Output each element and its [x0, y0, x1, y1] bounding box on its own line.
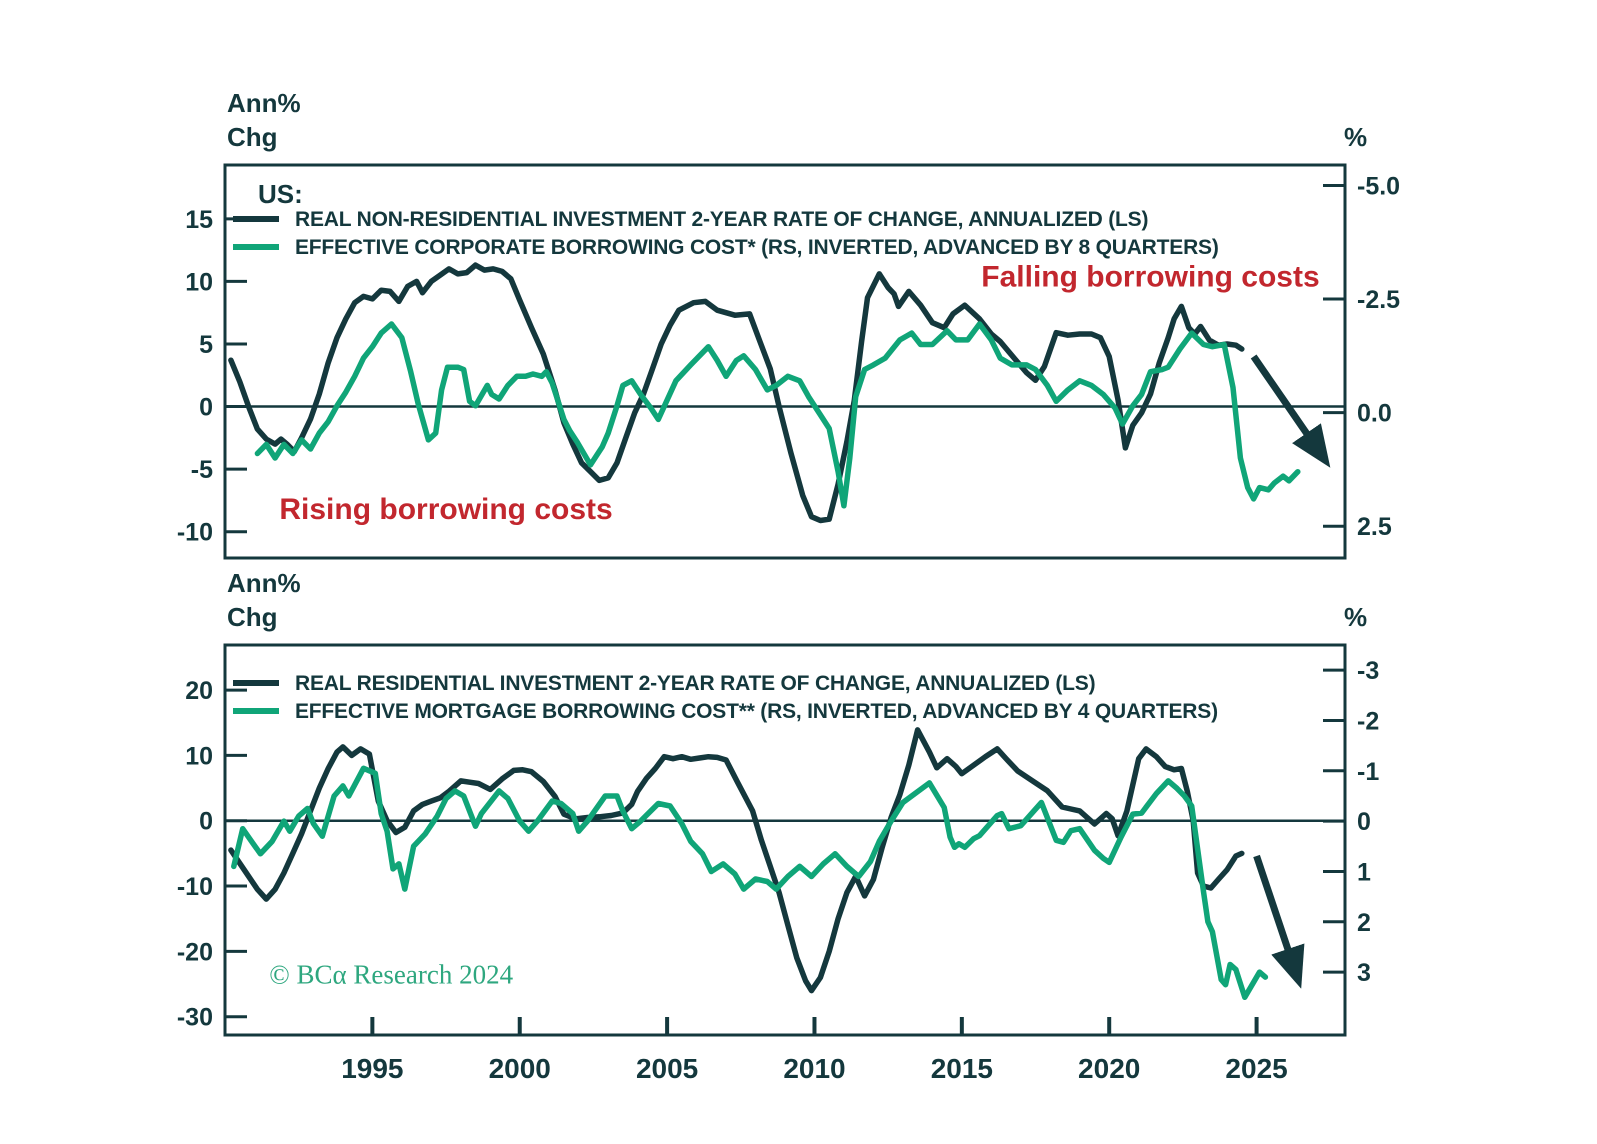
- top-panel-right-axis-unit-label: %: [1344, 122, 1368, 152]
- right-axis-tick-label: 2.5: [1357, 513, 1392, 541]
- legend-label-corporate-borrowing-cost: EFFECTIVE CORPORATE BORROWING COST* (RS,…: [295, 236, 1219, 259]
- series-line-mortgage-borrowing-cost: [231, 765, 1269, 1001]
- x-axis-year-label: 2020: [1078, 1053, 1140, 1084]
- panel-border: [223, 163, 1347, 560]
- left-axis-tick-label: -10: [177, 519, 213, 547]
- series-line-residential-investment: [228, 727, 1245, 994]
- right-axis-tick-label: 1: [1357, 858, 1371, 886]
- annotation-text: Rising borrowing costs: [279, 493, 612, 526]
- left-axis-tick-label: 10: [185, 268, 213, 296]
- x-axis-year-label: 2025: [1225, 1053, 1287, 1084]
- x-axis-year-label: 2005: [636, 1053, 698, 1084]
- right-axis-tick-label: -3: [1357, 657, 1379, 685]
- top-panel: 15 10 5 0 -5 -10 -5.0 -2.5 0.0 2.5 US:REAL NON-RES…: [177, 163, 1400, 560]
- right-axis-tick-label: 3: [1357, 959, 1371, 987]
- annotation-text: Falling borrowing costs: [981, 260, 1319, 293]
- right-axis-tick-label: -2: [1357, 707, 1379, 735]
- bottom-panel-right-axis-unit-label: %: [1344, 602, 1368, 632]
- left-axis-tick-label: -10: [177, 873, 213, 901]
- series-line-corporate-borrowing-cost: [254, 321, 1301, 509]
- right-axis-tick-label: 2: [1357, 909, 1371, 937]
- downtrend-arrow-icon: [1253, 854, 1305, 989]
- legend-label-non-residential-investment: REAL NON-RESIDENTIAL INVESTMENT 2-YEAR R…: [295, 208, 1148, 231]
- bottom-panel-left-axis-unit-label: Ann% Chg: [227, 568, 301, 632]
- x-axis-year-label: 2010: [783, 1053, 845, 1084]
- right-axis-tick-label: -2.5: [1357, 286, 1400, 314]
- left-axis-tick-label: 15: [185, 206, 213, 234]
- legend-title: US:: [258, 179, 303, 209]
- series-line-non-residential-investment: [228, 262, 1245, 524]
- downtrend-arrow-icon: [1250, 354, 1331, 468]
- top-panel-left-axis-unit-label: Ann% Chg: [227, 88, 301, 152]
- left-axis-tick-label: 10: [185, 742, 213, 770]
- left-axis-tick-label: -30: [177, 1004, 213, 1032]
- right-axis-tick-label: -5.0: [1357, 172, 1400, 200]
- left-axis-tick-label: 5: [199, 331, 213, 359]
- x-axis-year-label: 2015: [931, 1053, 993, 1084]
- legend-label-mortgage-borrowing-cost: EFFECTIVE MORTGAGE BORROWING COST** (RS,…: [295, 700, 1218, 723]
- copyright-credit: © BCα Research 2024: [269, 959, 513, 989]
- left-axis-tick-label: 20: [185, 677, 213, 705]
- panel-border: [223, 643, 1347, 1037]
- left-axis-tick-label: 0: [199, 394, 213, 422]
- x-axis-year-label: 2000: [489, 1053, 551, 1084]
- left-axis-tick-label: -5: [191, 456, 213, 484]
- left-axis-tick-label: 0: [199, 808, 213, 836]
- right-axis-tick-label: -1: [1357, 758, 1379, 786]
- right-axis-tick-label: 0.0: [1357, 400, 1392, 428]
- left-axis-tick-label: -20: [177, 938, 213, 966]
- legend-label-residential-investment: REAL RESIDENTIAL INVESTMENT 2-YEAR RATE …: [295, 672, 1095, 695]
- x-axis-year-label: 1995: [341, 1053, 403, 1084]
- right-axis-tick-label: 0: [1357, 808, 1371, 836]
